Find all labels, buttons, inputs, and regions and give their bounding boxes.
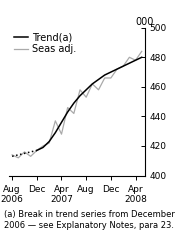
Legend: Trend(a), Seas adj.: Trend(a), Seas adj. — [14, 33, 77, 54]
Text: 000: 000 — [136, 17, 154, 27]
Text: (a) Break in trend series from December
2006 — see Explanatory Notes, para 23.: (a) Break in trend series from December … — [4, 210, 174, 230]
